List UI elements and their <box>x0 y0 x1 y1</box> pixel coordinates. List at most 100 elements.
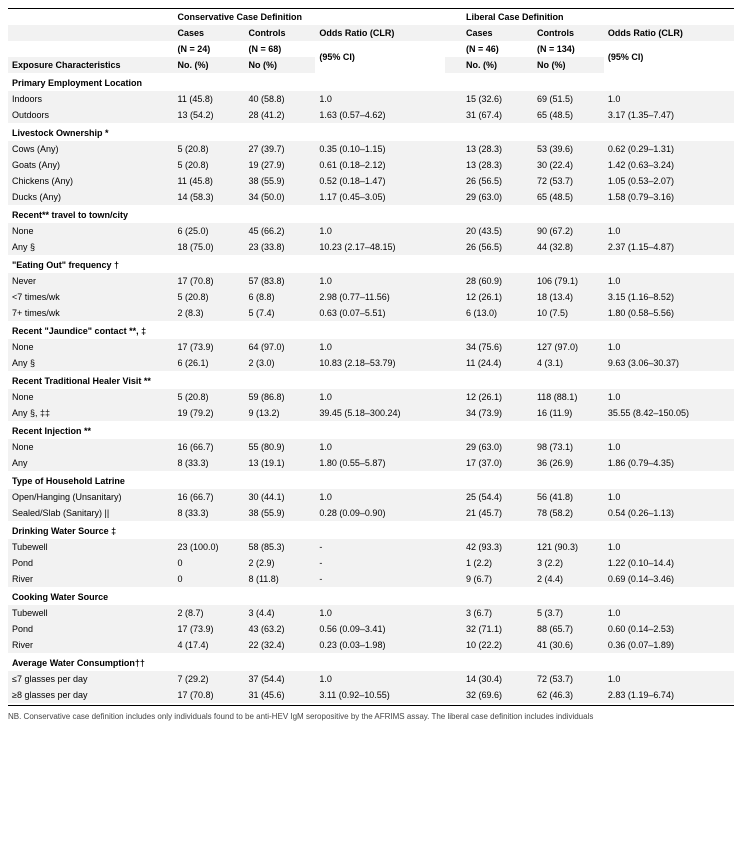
cell: 1.05 (0.53–2.07) <box>604 173 734 189</box>
cell: 38 (55.9) <box>244 173 315 189</box>
cell: 1.0 <box>315 273 445 289</box>
cell: 2.98 (0.77–11.56) <box>315 289 445 305</box>
row-label: None <box>8 339 174 355</box>
cell: 1.0 <box>604 91 734 107</box>
cell: 5 (20.8) <box>174 157 245 173</box>
cell: 15 (32.6) <box>462 91 533 107</box>
cell: 1.22 (0.10–14.4) <box>604 555 734 571</box>
hdr-nopct4: No (%) <box>533 57 604 73</box>
cell: 17 (70.8) <box>174 273 245 289</box>
cell: 13 (28.3) <box>462 141 533 157</box>
cell: 1.0 <box>315 671 445 687</box>
cell: 40 (58.8) <box>244 91 315 107</box>
cell: 42 (93.3) <box>462 539 533 555</box>
cell: 10.23 (2.17–48.15) <box>315 239 445 255</box>
row-label: Any § <box>8 239 174 255</box>
cell: 62 (46.3) <box>533 687 604 703</box>
cell: 0.60 (0.14–2.53) <box>604 621 734 637</box>
cell: 28 (41.2) <box>244 107 315 123</box>
section-title: Recent** travel to town/city <box>8 205 734 223</box>
cell: 1.0 <box>604 439 734 455</box>
cell: 6 (26.1) <box>174 355 245 371</box>
row-label: Goats (Any) <box>8 157 174 173</box>
cell: 19 (27.9) <box>244 157 315 173</box>
cell: 1.0 <box>604 339 734 355</box>
row-label: ≥8 glasses per day <box>8 687 174 703</box>
cell: 11 (45.8) <box>174 91 245 107</box>
cell: 3.11 (0.92–10.55) <box>315 687 445 703</box>
cell: 1.0 <box>604 489 734 505</box>
cell: 0.56 (0.09–3.41) <box>315 621 445 637</box>
cell: 2.37 (1.15–4.87) <box>604 239 734 255</box>
cell: 26 (56.5) <box>462 239 533 255</box>
cell: 5 (20.8) <box>174 289 245 305</box>
hdr-n2c: (N = 46) <box>462 41 533 57</box>
row-label: Open/Hanging (Unsanitary) <box>8 489 174 505</box>
section-title: Recent "Jaundice" contact **, ‡ <box>8 321 734 339</box>
row-label: Pond <box>8 555 174 571</box>
cell: 8 (11.8) <box>244 571 315 587</box>
cell: 1 (2.2) <box>462 555 533 571</box>
cell: 0.63 (0.07–5.51) <box>315 305 445 321</box>
cell: 17 (37.0) <box>462 455 533 471</box>
cell: 0.23 (0.03–1.98) <box>315 637 445 653</box>
cell: 29 (63.0) <box>462 439 533 455</box>
cell: 10 (7.5) <box>533 305 604 321</box>
section-title: Drinking Water Source ‡ <box>8 521 734 539</box>
hdr-nopct2: No (%) <box>244 57 315 73</box>
cell: 2 (4.4) <box>533 571 604 587</box>
cell: 29 (63.0) <box>462 189 533 205</box>
cell: 1.0 <box>604 605 734 621</box>
cell: 9 (13.2) <box>244 405 315 421</box>
cell: 0 <box>174 555 245 571</box>
cell: 2 (2.9) <box>244 555 315 571</box>
cell: 43 (63.2) <box>244 621 315 637</box>
section-title: Recent Traditional Healer Visit ** <box>8 371 734 389</box>
cell: 17 (73.9) <box>174 621 245 637</box>
row-label: Any §, ‡‡ <box>8 405 174 421</box>
hdr-n1ct: (N = 68) <box>244 41 315 57</box>
cell: 34 (75.6) <box>462 339 533 355</box>
cell: 0.52 (0.18–1.47) <box>315 173 445 189</box>
section-title: "Eating Out" frequency † <box>8 255 734 273</box>
cell: 1.0 <box>315 223 445 239</box>
cell: 12 (26.1) <box>462 389 533 405</box>
hdr-ci2: (95% CI) <box>604 41 734 73</box>
hdr-n1c: (N = 24) <box>174 41 245 57</box>
cell: 64 (97.0) <box>244 339 315 355</box>
section-title: Recent Injection ** <box>8 421 734 439</box>
row-label: None <box>8 389 174 405</box>
hdr-nopct: No. (%) <box>174 57 245 73</box>
cell: 1.0 <box>604 671 734 687</box>
cell: 10 (22.2) <box>462 637 533 653</box>
cell: 1.0 <box>315 605 445 621</box>
cell: 30 (44.1) <box>244 489 315 505</box>
cell: 2 (8.7) <box>174 605 245 621</box>
cell: 58 (85.3) <box>244 539 315 555</box>
cell: 127 (97.0) <box>533 339 604 355</box>
cell: 1.63 (0.57–4.62) <box>315 107 445 123</box>
row-label: Ducks (Any) <box>8 189 174 205</box>
cell: 13 (54.2) <box>174 107 245 123</box>
hdr-controls: Controls <box>244 25 315 41</box>
row-label: None <box>8 439 174 455</box>
cell: 38 (55.9) <box>244 505 315 521</box>
row-label: River <box>8 637 174 653</box>
row-label: River <box>8 571 174 587</box>
cell: 10.83 (2.18–53.79) <box>315 355 445 371</box>
cell: 7 (29.2) <box>174 671 245 687</box>
cell: 18 (75.0) <box>174 239 245 255</box>
hdr-exposure: Exposure Characteristics <box>8 57 174 73</box>
cell: 8 (33.3) <box>174 455 245 471</box>
cell: 1.0 <box>604 539 734 555</box>
cell: 88 (65.7) <box>533 621 604 637</box>
cell: 6 (25.0) <box>174 223 245 239</box>
cell: 21 (45.7) <box>462 505 533 521</box>
header-conservative: Conservative Case Definition <box>174 9 446 26</box>
cell: - <box>315 571 445 587</box>
cell: 0.35 (0.10–1.15) <box>315 141 445 157</box>
cell: 11 (45.8) <box>174 173 245 189</box>
cell: 3 (6.7) <box>462 605 533 621</box>
cell: 3 (4.4) <box>244 605 315 621</box>
cell: 39.45 (5.18–300.24) <box>315 405 445 421</box>
